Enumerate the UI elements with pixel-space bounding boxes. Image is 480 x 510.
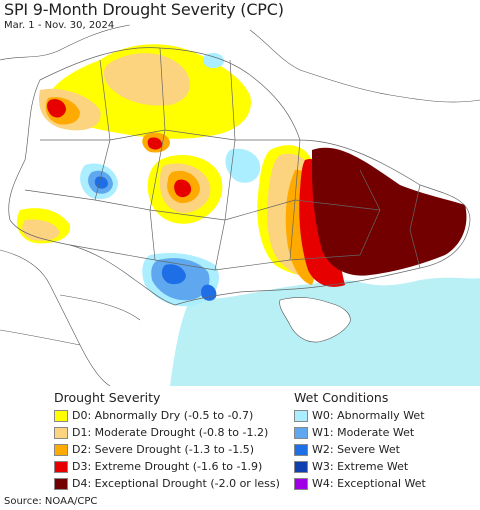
map-subtitle: Mar. 1 - Nov. 30, 2024 <box>4 20 115 31</box>
crimea <box>279 297 351 343</box>
legend-item-d0: D0: Abnormally Dry (-0.5 to -0.7) <box>54 407 280 424</box>
legend-label-d2: D2: Severe Drought (-1.3 to -1.5) <box>72 443 255 456</box>
d4-east <box>312 147 467 276</box>
d3-northwest <box>47 99 66 118</box>
swatch-w1 <box>294 426 308 439</box>
legend-label-d1: D1: Moderate Drought (-0.8 to -1.2) <box>72 426 269 439</box>
d1-north <box>103 53 190 106</box>
source-credit: Source: NOAA/CPC <box>4 496 98 507</box>
w0-northeast <box>202 52 225 69</box>
drought-legend-heading: Drought Severity <box>54 390 161 405</box>
legend-item-d1: D1: Moderate Drought (-0.8 to -1.2) <box>54 424 280 441</box>
oblast-borders <box>8 47 471 306</box>
wet-legend: Wet Conditions W0: Abnormally Wet W1: Mo… <box>294 389 426 492</box>
w2-south <box>161 264 186 285</box>
swatch-w0 <box>294 409 308 422</box>
w2-west <box>94 176 108 189</box>
w0-center <box>225 148 261 183</box>
legend-label-w0: W0: Abnormally Wet <box>312 409 425 422</box>
legend-label-w3: W3: Extreme Wet <box>312 460 409 473</box>
legend: Drought Severity D0: Abnormally Dry (-0.… <box>0 386 480 490</box>
w2-south-2 <box>201 284 217 301</box>
legend-label-d4: D4: Exceptional Drought (-2.0 or less) <box>72 477 280 490</box>
drought-map: SPI 9-Month Drought Severity (CPC) Mar. … <box>0 0 480 386</box>
legend-label-d0: D0: Abnormally Dry (-0.5 to -0.7) <box>72 409 254 422</box>
swatch-d3 <box>54 460 68 473</box>
legend-label-d3: D3: Extreme Drought (-1.6 to -1.9) <box>72 460 263 473</box>
swatch-d4 <box>54 477 68 490</box>
legend-item-w3: W3: Extreme Wet <box>294 458 426 475</box>
wet-legend-heading: Wet Conditions <box>294 390 389 405</box>
legend-item-w2: W2: Severe Wet <box>294 441 426 458</box>
d3-center <box>174 179 192 198</box>
legend-item-w4: W4: Exceptional Wet <box>294 475 426 492</box>
swatch-d0 <box>54 409 68 422</box>
country-borders <box>0 24 480 386</box>
legend-item-d2: D2: Severe Drought (-1.3 to -1.5) <box>54 441 280 458</box>
swatch-w2 <box>294 443 308 456</box>
legend-item-w0: W0: Abnormally Wet <box>294 407 426 424</box>
legend-item-d4: D4: Exceptional Drought (-2.0 or less) <box>54 475 280 492</box>
drought-legend: Drought Severity D0: Abnormally Dry (-0.… <box>54 389 280 492</box>
map-title: SPI 9-Month Drought Severity (CPC) <box>4 0 284 19</box>
legend-label-w4: W4: Exceptional Wet <box>312 477 426 490</box>
map-svg <box>0 24 480 386</box>
swatch-w3 <box>294 460 308 473</box>
d3-north-spot <box>147 137 163 150</box>
legend-item-w1: W1: Moderate Wet <box>294 424 426 441</box>
swatch-d2 <box>54 443 68 456</box>
legend-label-w1: W1: Moderate Wet <box>312 426 415 439</box>
legend-item-d3: D3: Extreme Drought (-1.6 to -1.9) <box>54 458 280 475</box>
legend-label-w2: W2: Severe Wet <box>312 443 400 456</box>
swatch-d1 <box>54 426 68 439</box>
swatch-w4 <box>294 477 308 490</box>
